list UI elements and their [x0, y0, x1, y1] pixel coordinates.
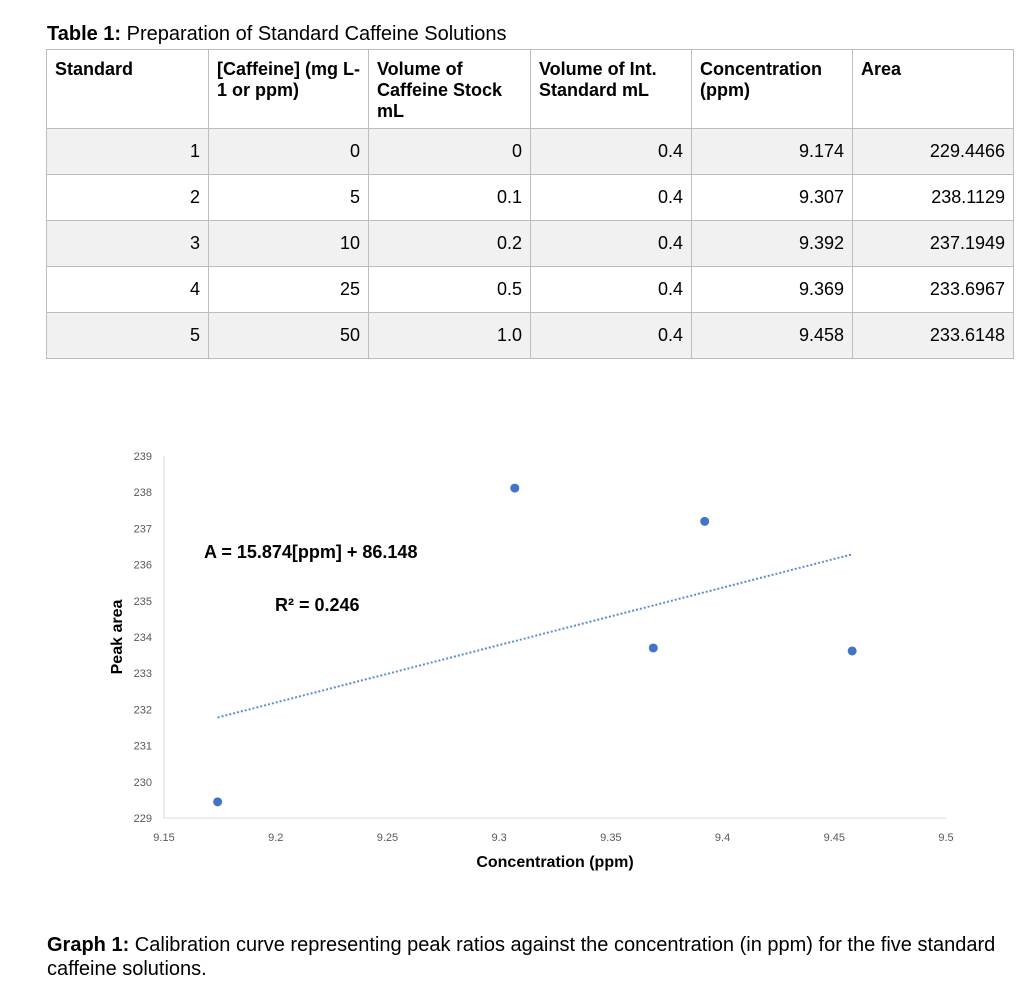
cell-volume-int-standard: 0.4: [530, 220, 692, 267]
calibration-chart: 9.15 9.2 9.25 9.3 9.35 9.4 9.45 9.5 229 230 231 232…: [109, 451, 954, 871]
cell-volume-stock: 0.2: [368, 220, 531, 267]
x-tick-label: 9.4: [715, 832, 730, 844]
x-tick-label: 9.45: [824, 832, 845, 844]
cell-volume-stock: 0: [368, 128, 531, 175]
cell-volume-stock: 0.5: [368, 266, 531, 313]
table-row: 5 50 1.0 0.4 9.458 233.6148: [46, 312, 1014, 359]
cell-volume-stock: 1.0: [368, 312, 531, 359]
table-caption-label: Table 1:: [47, 23, 122, 45]
y-tick-label: 230: [134, 777, 152, 789]
cell-concentration: 9.392: [691, 220, 853, 267]
cell-volume-stock: 0.1: [368, 174, 531, 221]
header-standard: Standard: [46, 49, 209, 129]
cell-standard: 5: [46, 312, 209, 359]
r2-label: R² = 0.246: [275, 595, 360, 615]
x-tick-label: 9.15: [153, 832, 174, 844]
y-tick-label: 235: [134, 596, 152, 608]
cell-standard: 2: [46, 174, 209, 221]
cell-standard: 3: [46, 220, 209, 267]
x-tick-label: 9.3: [491, 832, 506, 844]
y-axis-title: Peak area: [109, 600, 126, 675]
x-tick-label: 9.25: [377, 832, 398, 844]
table-row: 4 25 0.5 0.4 9.369 233.6967: [46, 266, 1014, 313]
table-header-row: Standard [Caffeine] (mg L-1 or ppm) Volu…: [46, 49, 1014, 129]
cell-caffeine: 50: [208, 312, 369, 359]
data-point: [700, 516, 710, 526]
x-tick-label: 9.2: [268, 832, 283, 844]
data-point: [847, 646, 857, 656]
cell-caffeine: 10: [208, 220, 369, 267]
y-tick-label: 229: [134, 813, 152, 825]
standards-table: Standard [Caffeine] (mg L-1 or ppm) Volu…: [46, 49, 1014, 359]
cell-concentration: 9.369: [691, 266, 853, 313]
y-tick-label: 233: [134, 668, 152, 680]
cell-concentration: 9.458: [691, 312, 853, 359]
table-caption-text: Preparation of Standard Caffeine Solutio…: [121, 23, 507, 45]
cell-area: 238.1129: [852, 174, 1014, 221]
cell-caffeine: 0: [208, 128, 369, 175]
cell-volume-int-standard: 0.4: [530, 174, 692, 221]
y-tick-label: 236: [134, 560, 152, 572]
data-point: [213, 797, 223, 807]
cell-concentration: 9.307: [691, 174, 853, 221]
cell-caffeine: 5: [208, 174, 369, 221]
cell-volume-int-standard: 0.4: [530, 266, 692, 313]
y-tick-label: 234: [134, 632, 152, 644]
trendline: [217, 553, 853, 719]
cell-standard: 4: [46, 266, 209, 313]
header-concentration: Concentration (ppm): [691, 49, 853, 129]
cell-area: 229.4466: [852, 128, 1014, 175]
cell-standard: 1: [46, 128, 209, 175]
table-row: 2 5 0.1 0.4 9.307 238.1129: [46, 174, 1014, 221]
table-row: 3 10 0.2 0.4 9.392 237.1949: [46, 220, 1014, 267]
header-volume-int-standard: Volume of Int. Standard mL: [530, 49, 692, 129]
graph-caption-text: Calibration curve representing peak rati…: [47, 934, 996, 980]
header-area: Area: [852, 49, 1014, 129]
graph-caption: Graph 1: Calibration curve representing …: [47, 933, 1017, 981]
cell-concentration: 9.174: [691, 128, 853, 175]
data-point: [510, 483, 520, 493]
y-tick-label: 239: [134, 451, 152, 463]
x-tick-label: 9.5: [938, 832, 953, 844]
cell-volume-int-standard: 0.4: [530, 128, 692, 175]
y-tick-label: 238: [134, 487, 152, 499]
y-tick-label: 237: [134, 523, 152, 535]
data-point: [648, 643, 658, 653]
equation-label: A = 15.874[ppm] + 86.148: [204, 542, 417, 562]
table-row: 1 0 0 0.4 9.174 229.4466: [46, 128, 1014, 175]
x-axis-title: Concentration (ppm): [476, 854, 633, 871]
header-caffeine: [Caffeine] (mg L-1 or ppm): [208, 49, 369, 129]
header-volume-stock: Volume of Caffeine Stock mL: [368, 49, 531, 129]
y-tick-label: 232: [134, 704, 152, 716]
graph-caption-label: Graph 1:: [47, 934, 130, 956]
cell-area: 233.6148: [852, 312, 1014, 359]
cell-area: 237.1949: [852, 220, 1014, 267]
y-tick-label: 231: [134, 741, 152, 753]
table-caption: Table 1: Preparation of Standard Caffein…: [47, 22, 507, 46]
cell-volume-int-standard: 0.4: [530, 312, 692, 359]
cell-caffeine: 25: [208, 266, 369, 313]
x-tick-label: 9.35: [600, 832, 621, 844]
cell-area: 233.6967: [852, 266, 1014, 313]
